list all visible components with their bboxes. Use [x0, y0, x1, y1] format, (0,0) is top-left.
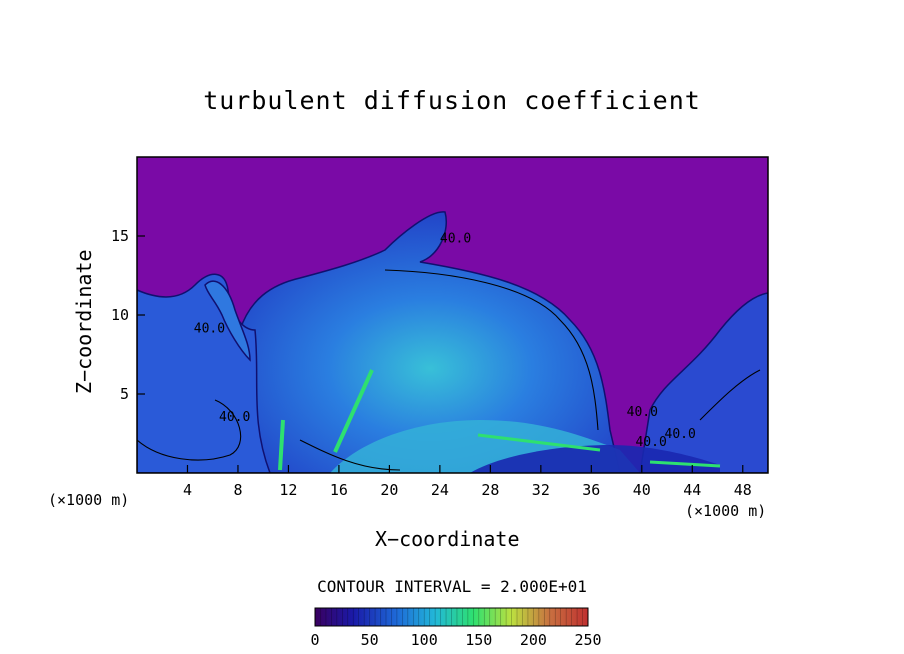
x-tick-label: 20	[380, 481, 398, 499]
y-tick-label: 5	[120, 385, 129, 403]
colorbar	[314, 607, 589, 627]
contour-line-4	[699, 369, 761, 421]
contour-label: 40.0	[665, 427, 696, 442]
x-unit-right: (×1000 m)	[685, 502, 767, 520]
field-streak-3	[278, 419, 285, 471]
contour-label: 40.0	[627, 405, 658, 420]
y-tick-label: 10	[111, 306, 129, 324]
contour-label: 40.0	[219, 410, 250, 425]
x-tick-label: 48	[734, 481, 752, 499]
y-axis-ticks: 5 10 15	[111, 227, 145, 403]
y-axis-label: Z−coordinate	[72, 249, 96, 395]
contour-interval-label: CONTOUR INTERVAL = 2.000E+01	[317, 577, 587, 596]
chart-title: turbulent diffusion coefficient	[203, 86, 701, 115]
colorbar-stripes	[320, 608, 583, 626]
contour-line-2	[137, 399, 242, 461]
x-tick-label: 28	[481, 481, 499, 499]
x-tick-label: 36	[582, 481, 600, 499]
x-tick-label: 32	[532, 481, 550, 499]
contour-line-1	[384, 269, 599, 431]
colorbar-tick-label: 50	[361, 631, 379, 649]
field-streak-2	[477, 433, 601, 452]
x-tick-label: 24	[431, 481, 449, 499]
contour-label: 40.0	[194, 321, 225, 336]
x-tick-label: 12	[279, 481, 297, 499]
field-shapes	[137, 211, 768, 473]
contour-line-3	[299, 439, 401, 471]
x-tick-label: 4	[183, 481, 192, 499]
x-tick-label: 16	[330, 481, 348, 499]
y-tick-label: 15	[111, 227, 129, 245]
contour-label: 40.0	[440, 231, 471, 246]
field-region-plume	[204, 280, 251, 362]
colorbar-tick-label: 100	[411, 631, 438, 649]
x-axis-label: X−coordinate	[375, 527, 520, 551]
field-region-right	[639, 292, 768, 473]
x-tick-label: 8	[233, 481, 242, 499]
x-axis-ticks: 4 8 12 16 20 24 28 32 36 40 44 48	[183, 465, 752, 499]
x-tick-label: 44	[683, 481, 701, 499]
field-region-bottom	[470, 445, 720, 473]
contour-labels: 40.040.040.0 40.040.040.0	[194, 231, 696, 450]
colorbar-tick-label: 0	[310, 631, 319, 649]
colorbar-tick-label: 200	[520, 631, 547, 649]
x-unit-left: (×1000 m)	[48, 491, 130, 509]
x-tick-label: 40	[633, 481, 651, 499]
colorbar-tick-label: 250	[574, 631, 601, 649]
colorbar-tick-labels: 0 50 100 150 200 250	[310, 631, 601, 649]
field-streak-1	[333, 369, 374, 453]
field-streak-4	[649, 460, 721, 468]
colorbar-tick-label: 150	[465, 631, 492, 649]
contour-label: 40.0	[635, 435, 666, 450]
field-region-central	[239, 211, 621, 473]
